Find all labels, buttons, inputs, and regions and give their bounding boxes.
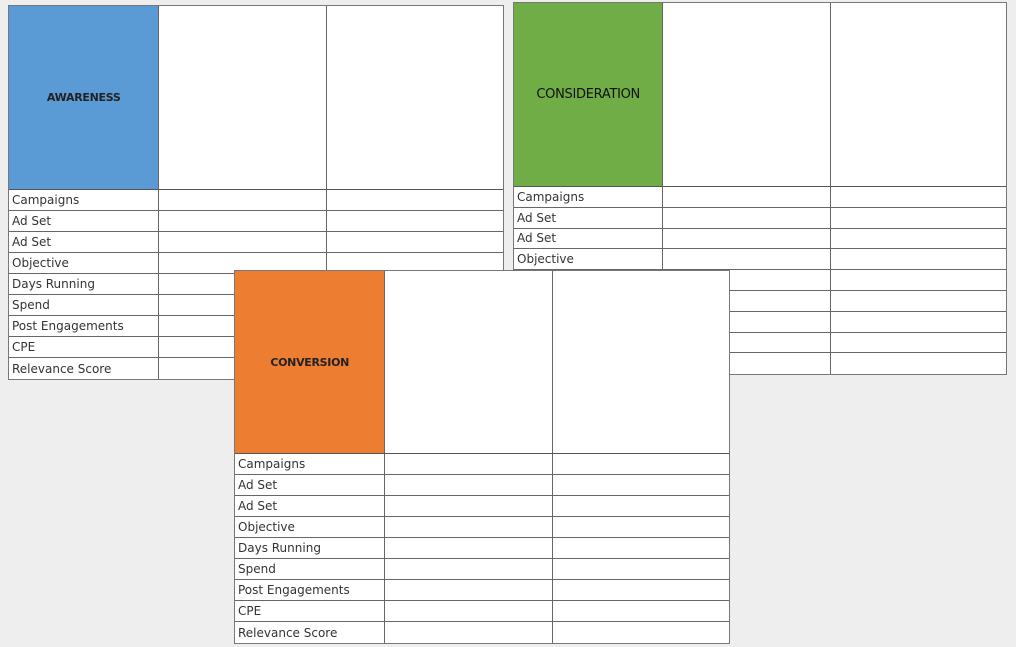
row-label: Post Engagements <box>9 316 160 336</box>
value-cell[interactable] <box>831 353 1006 374</box>
row-label: Objective <box>514 249 664 270</box>
value-cell[interactable] <box>663 270 831 290</box>
table-row: Campaigns <box>514 187 1006 208</box>
header-row: AWARENESS <box>9 6 503 190</box>
header-empty-cell <box>552 271 729 453</box>
awareness-title: AWARENESS <box>9 6 160 189</box>
awareness-table: AWARENESS Campaigns Ad Set Ad Set Objective D… <box>8 5 504 380</box>
header-empty-cell <box>326 6 503 189</box>
row-label: Objective <box>9 253 160 273</box>
value-cell[interactable] <box>553 496 729 516</box>
value-cell[interactable] <box>663 311 831 332</box>
value-cell[interactable] <box>663 290 831 311</box>
value-cell[interactable] <box>385 454 553 474</box>
value-cell[interactable] <box>159 253 327 273</box>
value-cell[interactable] <box>385 601 553 621</box>
value-cell[interactable] <box>385 517 553 537</box>
value-cell[interactable] <box>385 622 553 643</box>
row-label: Relevance Score <box>9 358 160 379</box>
table-row: Spend <box>235 559 729 580</box>
row-label: Ad Set <box>514 228 664 249</box>
table-row: Campaigns <box>9 190 503 211</box>
value-cell[interactable] <box>831 249 1006 269</box>
row-label: Relevance Score <box>235 622 386 643</box>
conversion-title: CONVERSION <box>235 271 386 453</box>
value-cell[interactable] <box>663 187 831 207</box>
table-row: Relevance Score <box>235 622 729 643</box>
value-cell[interactable] <box>663 249 831 270</box>
value-cell[interactable] <box>663 228 831 249</box>
row-label: Ad Set <box>9 211 160 231</box>
row-label: Post Engagements <box>235 580 386 600</box>
value-cell[interactable] <box>663 353 831 375</box>
value-cell[interactable] <box>553 517 729 537</box>
value-cell[interactable] <box>159 232 327 252</box>
value-cell[interactable] <box>663 207 831 228</box>
row-label: Days Running <box>9 274 160 294</box>
table-row: Ad Set <box>9 232 503 253</box>
value-cell[interactable] <box>553 475 729 495</box>
value-cell[interactable] <box>831 229 1006 249</box>
header-row: CONSIDERATION <box>514 3 1006 187</box>
header-row: CONVERSION <box>235 271 729 454</box>
table-row: Post Engagements <box>235 580 729 601</box>
row-label: Campaigns <box>9 190 160 210</box>
row-label: Days Running <box>235 538 386 558</box>
value-cell[interactable] <box>159 211 327 231</box>
row-label: Ad Set <box>9 232 160 252</box>
row-label: Ad Set <box>514 207 664 228</box>
value-cell[interactable] <box>553 559 729 579</box>
value-cell[interactable] <box>831 187 1006 207</box>
row-label: Spend <box>9 295 160 315</box>
value-cell[interactable] <box>553 580 729 600</box>
header-empty-cell <box>159 6 327 189</box>
value-cell[interactable] <box>553 601 729 621</box>
table-row: CPE <box>235 601 729 622</box>
value-cell[interactable] <box>663 332 831 353</box>
value-cell[interactable] <box>553 622 729 643</box>
table-row: Ad Set <box>514 207 1006 229</box>
value-cell[interactable] <box>831 208 1006 228</box>
value-cell[interactable] <box>831 291 1006 311</box>
consideration-table: CONSIDERATION Campaigns Ad Set Ad Set Object… <box>513 2 1007 376</box>
value-cell[interactable] <box>385 538 553 558</box>
header-empty-cell <box>830 3 1006 186</box>
value-cell[interactable] <box>327 232 503 252</box>
value-cell[interactable] <box>553 454 729 474</box>
row-label: CPE <box>9 337 160 357</box>
table-row: Campaigns <box>235 454 729 475</box>
table-row: Days Running <box>235 538 729 559</box>
header-empty-cell <box>663 3 831 186</box>
value-cell[interactable] <box>385 496 553 516</box>
value-cell[interactable] <box>159 190 327 210</box>
table-row: Ad Set <box>9 211 503 232</box>
value-cell[interactable] <box>831 312 1006 332</box>
value-cell[interactable] <box>327 190 503 210</box>
table-row: Ad Set <box>514 228 1006 250</box>
table-row: Ad Set <box>235 475 729 496</box>
row-label: CPE <box>235 601 386 621</box>
value-cell[interactable] <box>385 559 553 579</box>
value-cell[interactable] <box>385 580 553 600</box>
consideration-title: CONSIDERATION <box>514 3 664 186</box>
table-row: Ad Set <box>235 496 729 517</box>
row-label: Campaigns <box>514 187 664 207</box>
value-cell[interactable] <box>327 211 503 231</box>
table-row: Objective <box>235 517 729 538</box>
header-empty-cell <box>385 271 553 453</box>
row-label: Ad Set <box>235 496 386 516</box>
value-cell[interactable] <box>553 538 729 558</box>
value-cell[interactable] <box>385 475 553 495</box>
row-label: Spend <box>235 559 386 579</box>
value-cell[interactable] <box>831 333 1006 353</box>
value-cell[interactable] <box>831 270 1006 290</box>
row-label: Ad Set <box>235 475 386 495</box>
table-row: Objective <box>514 249 1006 271</box>
row-label: Objective <box>235 517 386 537</box>
row-label: Campaigns <box>235 454 386 474</box>
conversion-table: CONVERSION Campaigns Ad Set Ad Set Objective… <box>234 270 730 644</box>
